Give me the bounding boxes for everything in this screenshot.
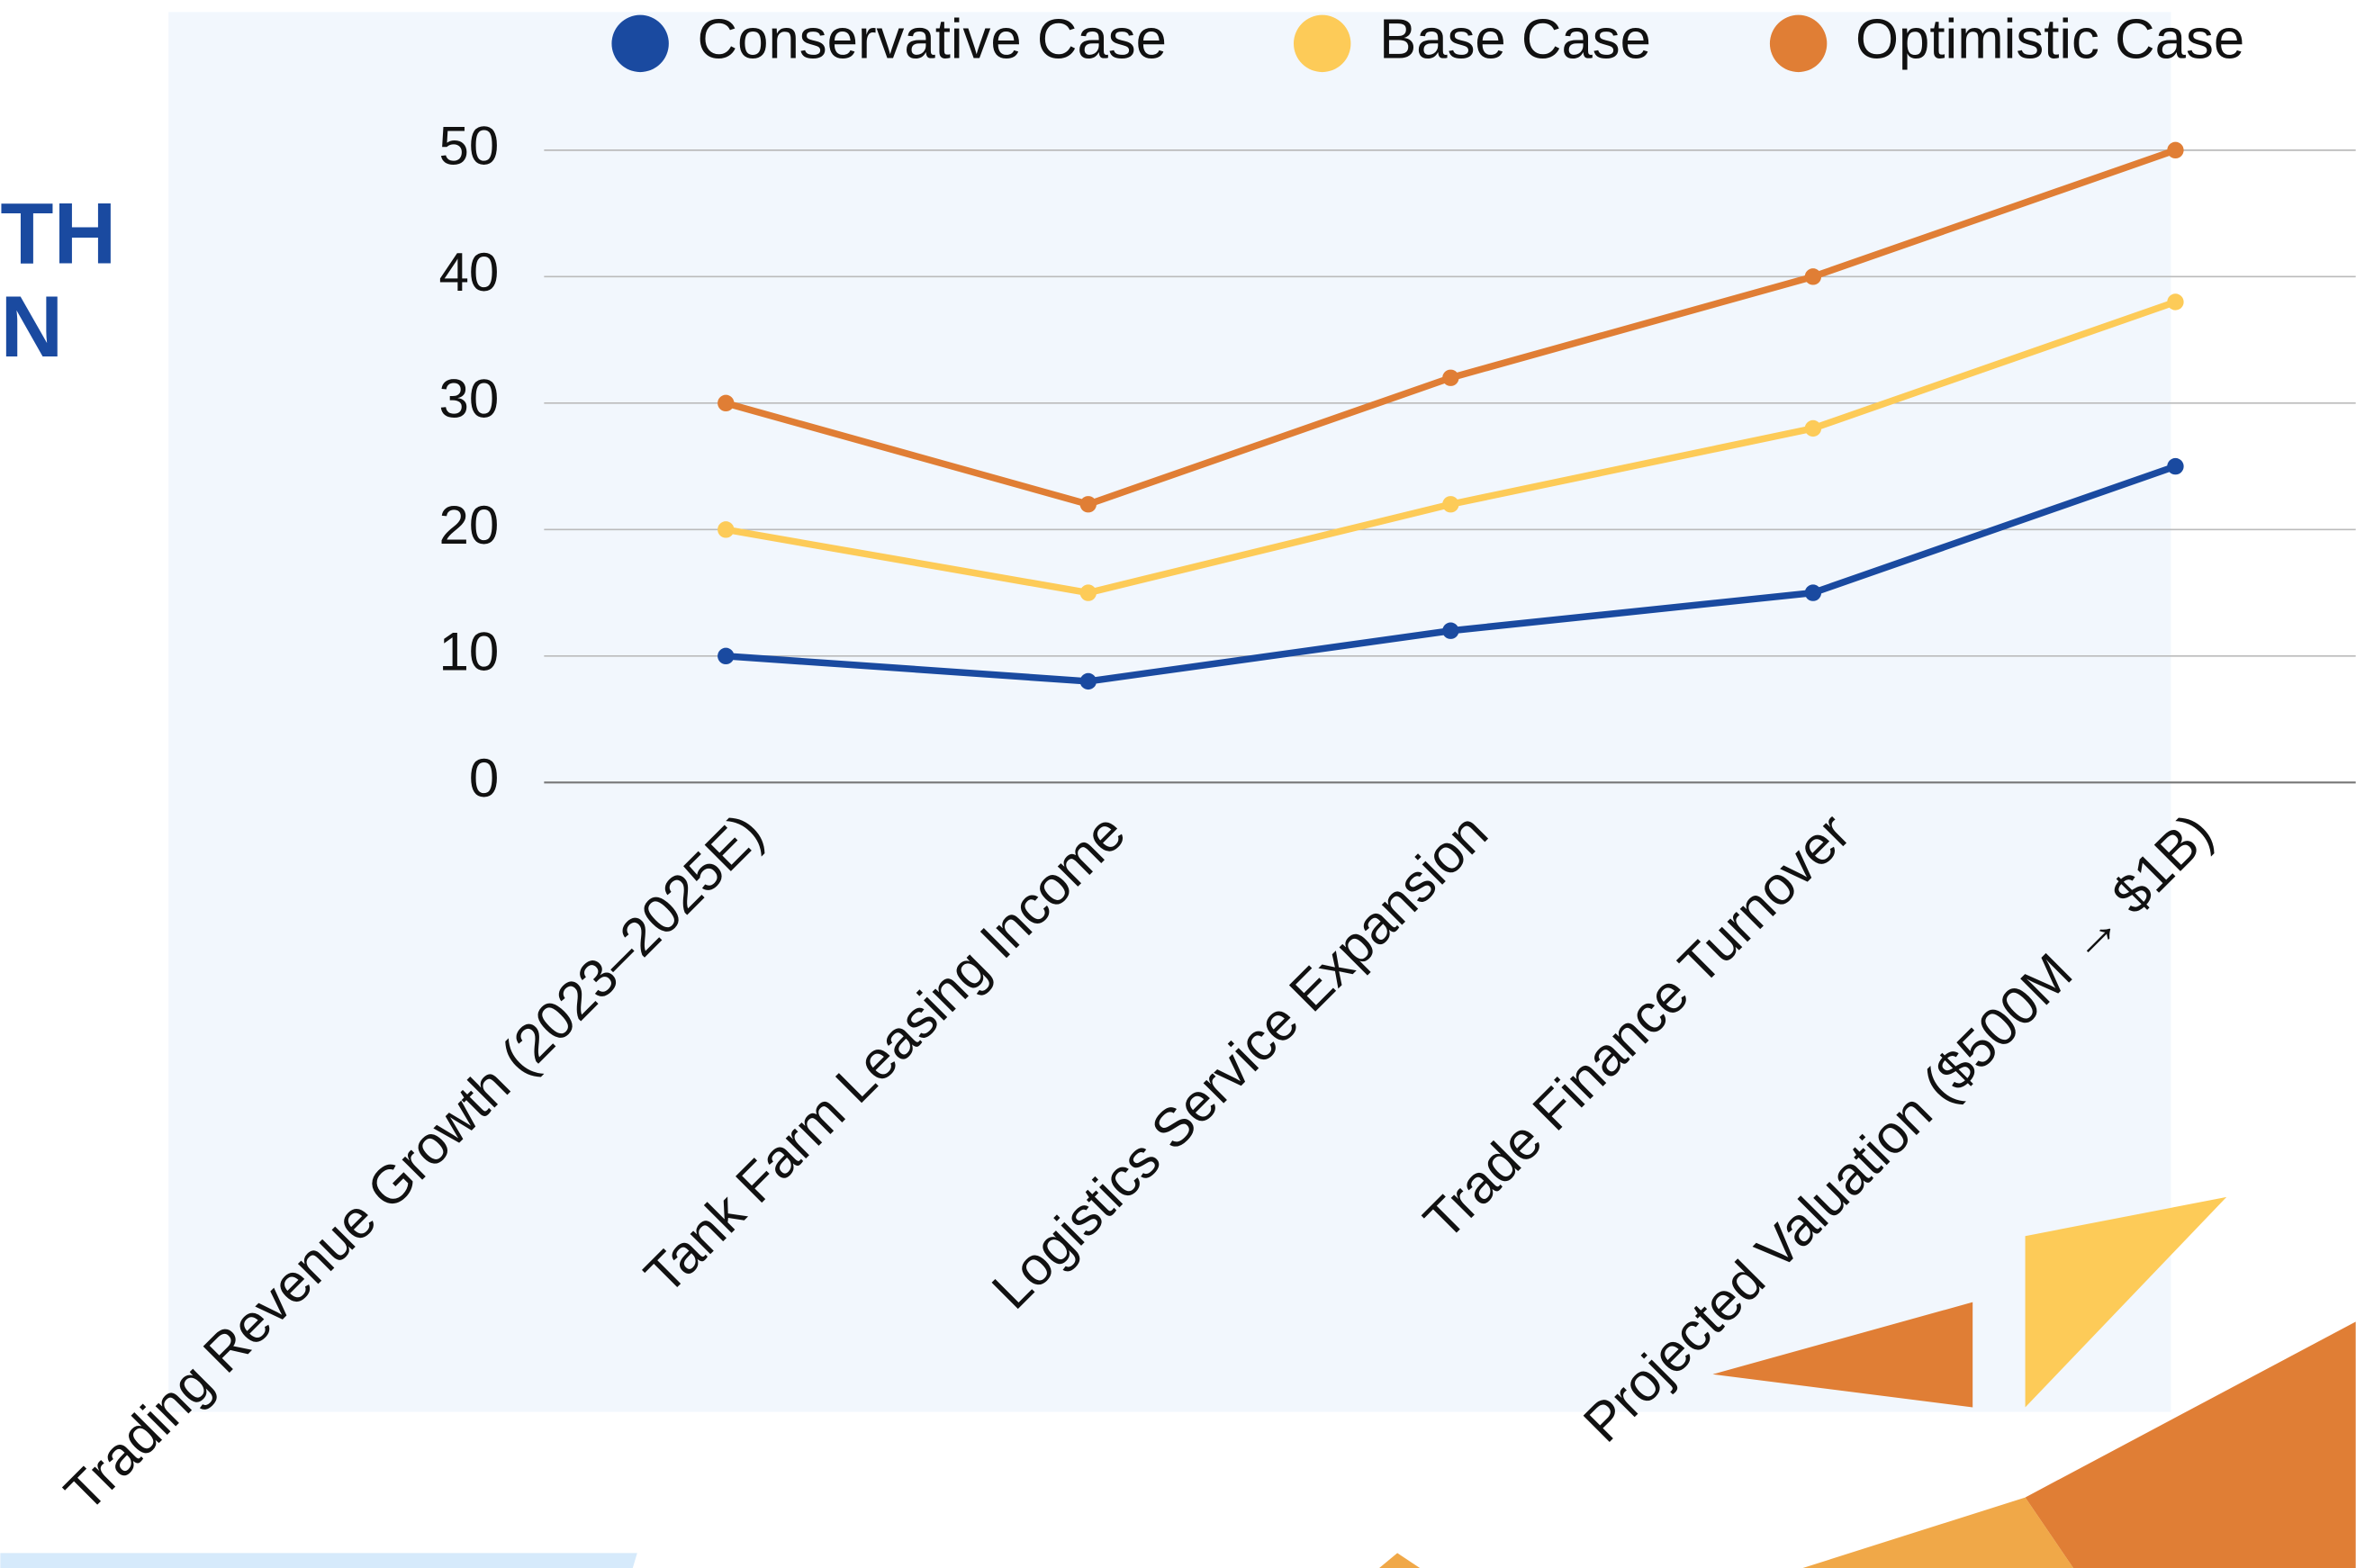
legend-marker (1769, 14, 1828, 73)
point (718, 394, 735, 412)
legend-item: Base Case (1293, 9, 1651, 73)
title-fragment: TH (0, 185, 116, 283)
legend-item: Optimistic Case (1769, 9, 2244, 73)
legend-label: Optimistic Case (1855, 9, 2244, 71)
point (1442, 622, 1459, 639)
point (1079, 672, 1097, 690)
decor (1802, 1497, 2073, 1568)
point (718, 647, 735, 665)
point (1079, 496, 1097, 513)
point (718, 521, 735, 538)
point (1804, 419, 1822, 437)
legend-label: Base Case (1379, 9, 1651, 71)
decor (2025, 1321, 2356, 1568)
title-fragment: N (0, 277, 63, 375)
point (1442, 496, 1459, 513)
y-tick-label: 10 (439, 622, 500, 682)
y-tick-label: 0 (469, 748, 499, 808)
point (2167, 293, 2184, 311)
point (1804, 268, 1822, 285)
legend-item: Conservative Case (611, 9, 1167, 73)
legend-label: Conservative Case (698, 9, 1167, 71)
point (1804, 584, 1822, 601)
point (2167, 457, 2184, 475)
point (2167, 141, 2184, 159)
decor (0, 1553, 637, 1568)
legend-marker (1293, 14, 1351, 73)
y-tick-label: 40 (439, 242, 500, 302)
y-tick-label: 20 (439, 495, 500, 555)
y-tick-label: 50 (439, 116, 500, 176)
decor (1712, 1302, 1973, 1408)
plot-background (168, 12, 2171, 1412)
y-tick-label: 30 (439, 369, 500, 429)
legend-marker (611, 14, 669, 73)
decor (1379, 1553, 1421, 1568)
decor (2025, 1196, 2227, 1408)
point (1442, 369, 1459, 386)
point (1079, 584, 1097, 601)
